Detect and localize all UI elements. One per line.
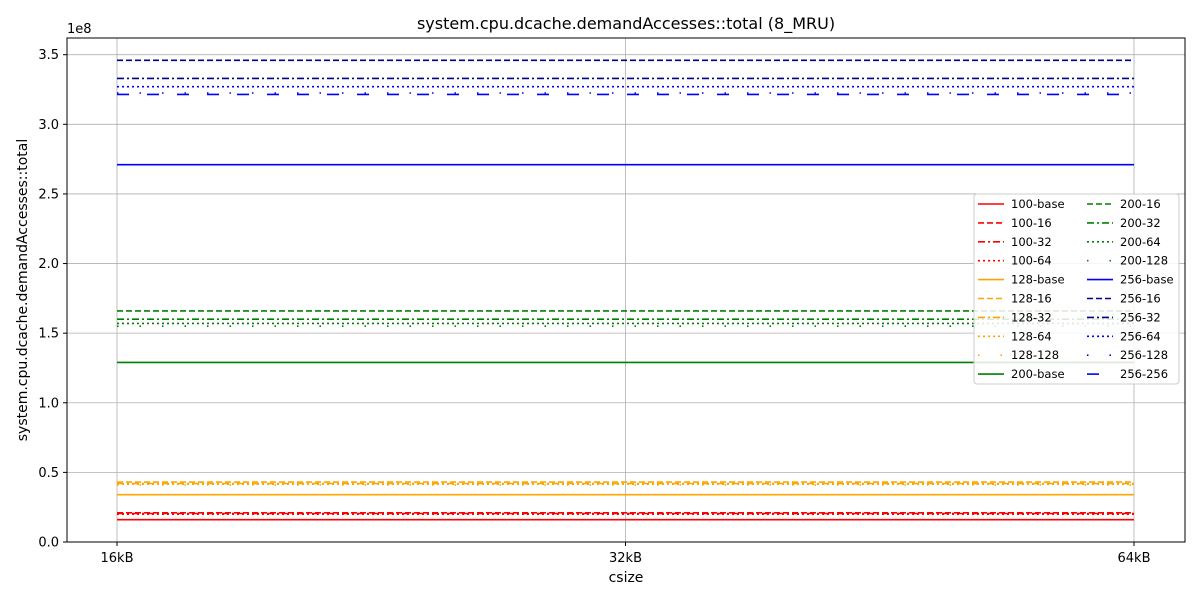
x-tick-label: 16kB [101,551,134,566]
y-axis-offset-label: 1e8 [67,22,92,37]
legend-entry: 128-128 [978,348,1059,362]
legend-entry: 256-64 [1087,329,1161,343]
legend-entry: 256-256 [1087,367,1168,381]
y-tick-label: 3.0 [38,118,59,133]
legend: 100-base 100-16 100-32 100-64 128-base 128-16… [973,193,1180,385]
axis-ticks: 0.0 0.5 1.0 1.5 2.0 2.5 3.0 3.5 16kB 32kB 64kB [38,48,1150,566]
legend-label: 128-64 [1011,329,1052,343]
legend-label: 256-16 [1120,292,1161,306]
legend-entry: 128-16 [978,292,1052,306]
y-tick-label: 0.5 [38,466,59,481]
legend-entry: 200-base [978,367,1065,381]
legend-label: 100-32 [1011,235,1052,249]
legend-entry: 256-base [1087,273,1174,287]
legend-entry: 100-64 [978,254,1052,268]
legend-entry: 200-16 [1087,197,1161,211]
legend-box [973,193,1180,385]
legend-label: 200-base [1011,367,1065,381]
y-tick-label: 0.0 [38,536,59,551]
legend-entry: 200-128 [1087,254,1168,268]
legend-label: 128-16 [1011,292,1052,306]
y-axis-label: system.cpu.dcache.demandAccesses::total [15,139,31,442]
legend-label: 128-128 [1011,348,1059,362]
y-tick-label: 3.5 [38,48,59,63]
legend-entry: 128-base [978,273,1065,287]
legend-entry: 128-64 [978,329,1052,343]
legend-entry: 200-64 [1087,235,1161,249]
legend-label: 200-128 [1120,254,1168,268]
legend-label: 128-32 [1011,310,1052,324]
legend-label: 128-base [1011,273,1065,287]
x-tick-label: 64kB [1118,551,1151,566]
legend-label: 200-16 [1120,197,1161,211]
x-tick-label: 32kB [609,551,642,566]
legend-label: 100-16 [1011,216,1052,230]
legend-label: 256-32 [1120,310,1161,324]
legend-label: 100-base [1011,197,1065,211]
legend-label: 256-256 [1120,367,1168,381]
legend-label: 256-base [1120,273,1174,287]
y-tick-label: 1.5 [38,327,59,342]
series-lines [117,59,1134,521]
legend-label: 200-64 [1120,235,1161,249]
legend-entry: 100-32 [978,235,1052,249]
legend-entry: 256-16 [1087,292,1161,306]
grid-lines [67,38,1185,543]
legend-label: 100-64 [1011,254,1052,268]
y-tick-label: 1.0 [38,396,59,411]
legend-entry: 100-16 [978,216,1052,230]
legend-label: 256-64 [1120,329,1161,343]
legend-entry: 256-32 [1087,310,1161,324]
legend-label: 200-32 [1120,216,1161,230]
y-tick-label: 2.0 [38,257,59,272]
legend-entry: 128-32 [978,310,1052,324]
chart-title: system.cpu.dcache.demandAccesses::total … [417,14,835,34]
legend-entry: 256-128 [1087,348,1168,362]
legend-label: 256-128 [1120,348,1168,362]
y-tick-label: 2.5 [38,187,59,202]
x-axis-label: csize [609,570,644,586]
legend-entry: 200-32 [1087,216,1161,230]
legend-entry: 100-base [978,197,1065,211]
